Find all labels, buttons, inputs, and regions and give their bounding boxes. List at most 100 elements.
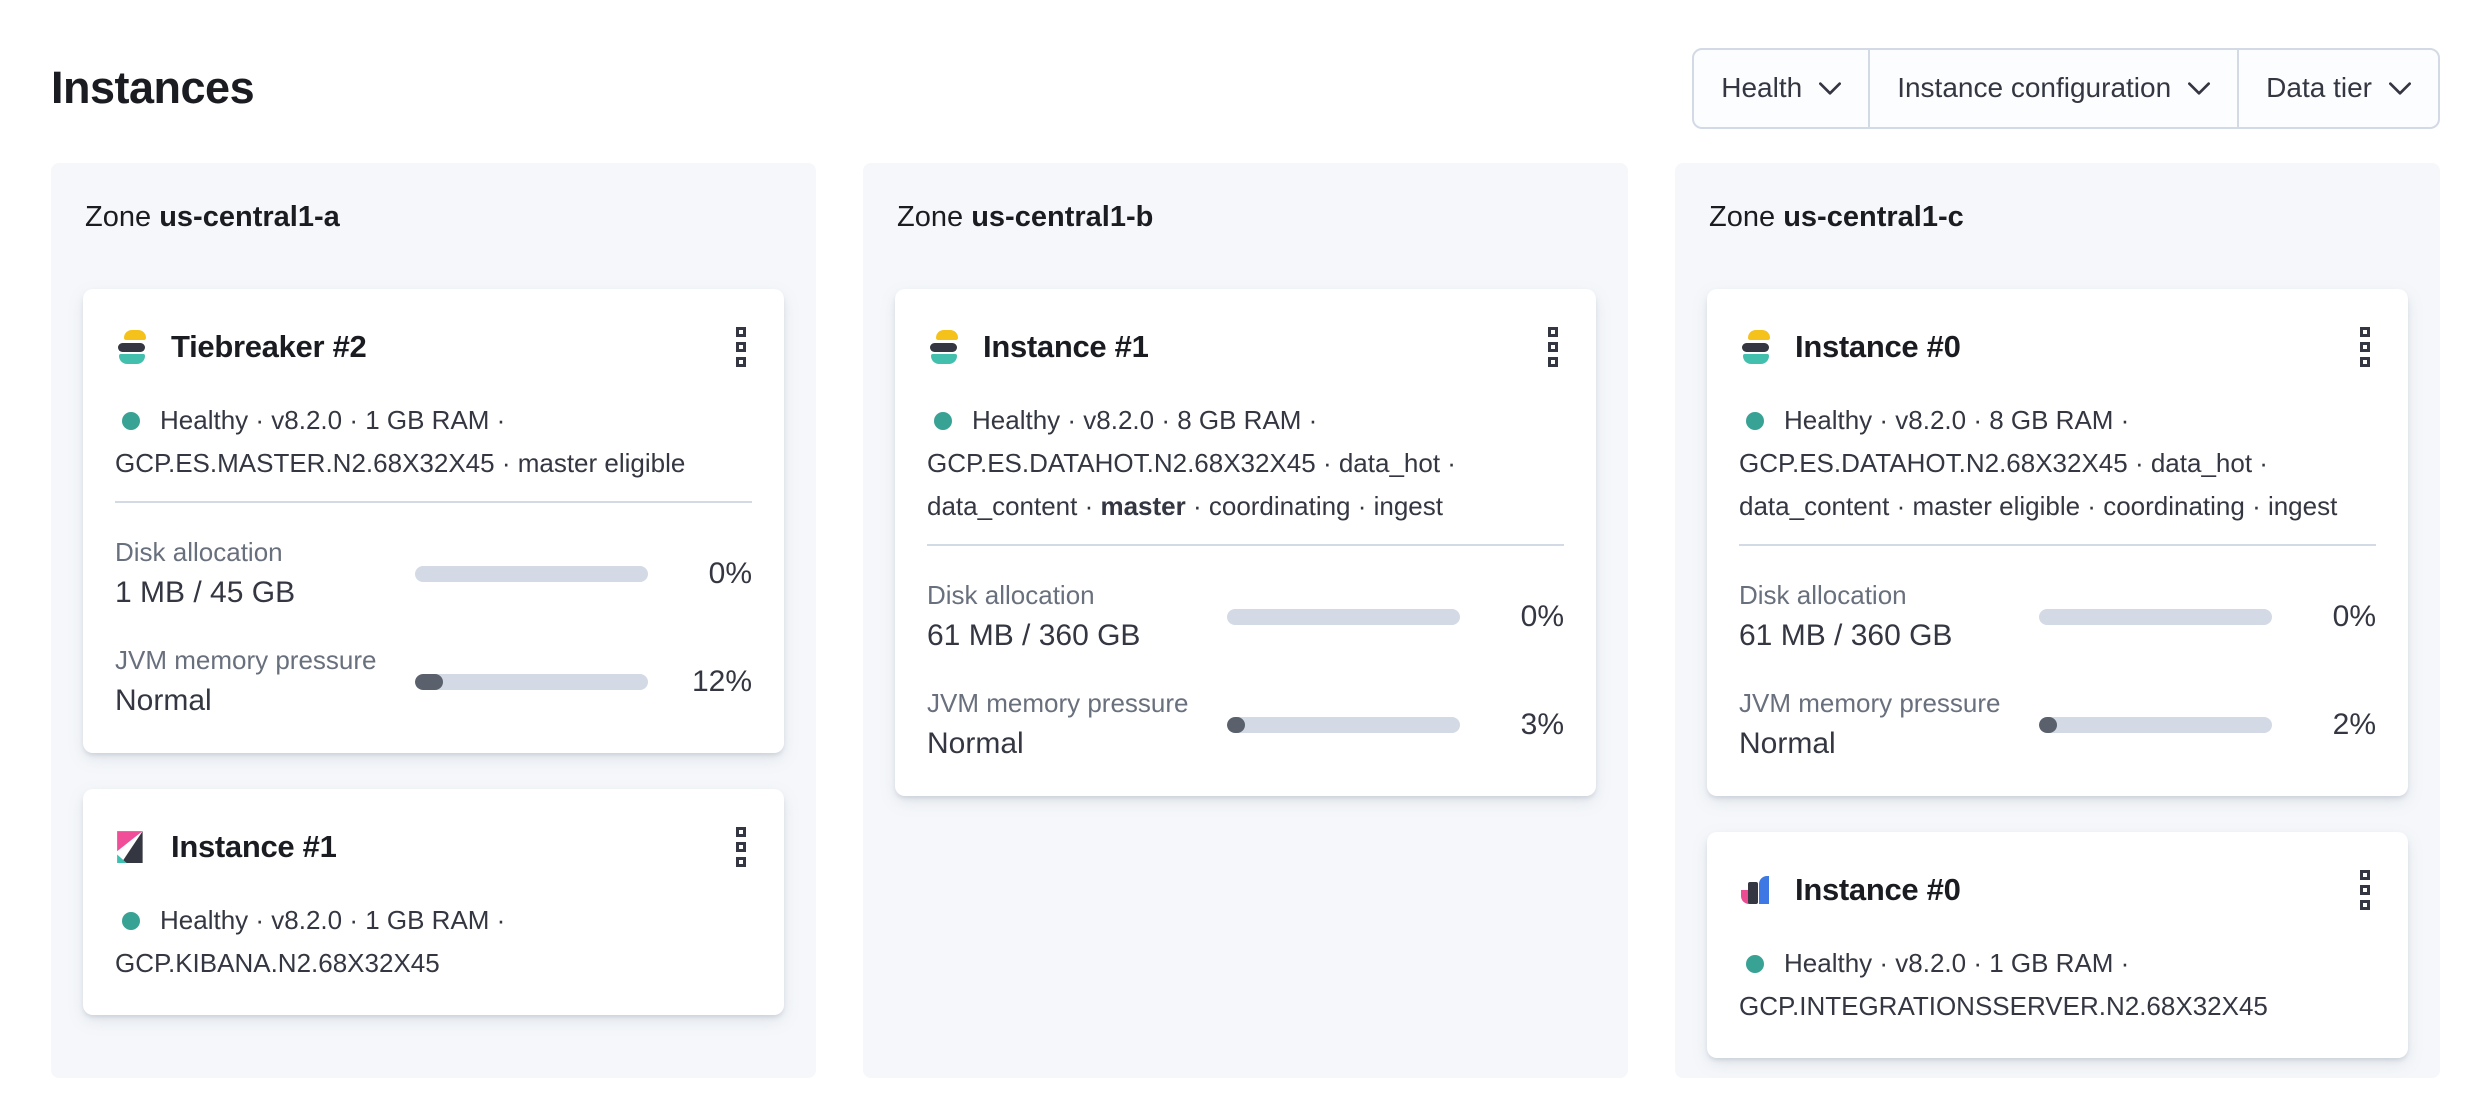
instance-metrics: Disk allocation 61 MB / 360 GB 0% JVM me… (1739, 576, 2376, 766)
instance-card-es-1: Instance #1 Healthy · v8.2.0 · 8 GB RAM … (895, 289, 1596, 796)
filter-button-label: Instance configuration (1897, 72, 2172, 103)
zone-name: us-central1-c (1783, 201, 1964, 233)
instance-status: Healthy · v8.2.0 · 1 GB RAM · GCP.ES.MAS… (115, 399, 752, 485)
jvm-pressure-bar (1227, 717, 1460, 733)
metric-label: JVM memory pressure (115, 645, 377, 675)
metric-label: Disk allocation (927, 580, 1095, 610)
status-line-text: Healthy · v8.2.0 · 1 GB RAM · (1784, 948, 2130, 978)
metric-percent: 0% (708, 557, 752, 590)
status-line-text: Healthy · v8.2.0 · 8 GB RAM · (972, 405, 1318, 435)
instance-title: Instance #0 (1795, 329, 1961, 364)
disk-allocation-row: Disk allocation 61 MB / 360 GB 0% (1739, 576, 2376, 658)
instance-actions-kebab-button[interactable] (730, 825, 752, 869)
instance-actions-kebab-button[interactable] (1542, 325, 1564, 369)
instance-title: Instance #1 (983, 329, 1149, 364)
filter-button-health[interactable]: Health (1694, 50, 1868, 127)
status-line-text: data_content · master · coordinating · i… (927, 491, 1443, 521)
zone-label-prefix: Zone (1709, 201, 1776, 233)
zone-panel-us-central1-c: Zone us-central1-c Instance #0 Healthy · … (1675, 163, 2440, 1078)
instance-status: Healthy · v8.2.0 · 8 GB RAM · GCP.ES.DAT… (927, 399, 1564, 528)
chevron-down-icon (2188, 81, 2211, 95)
instance-actions-kebab-button[interactable] (2354, 868, 2376, 912)
metric-value: Normal (1739, 727, 1836, 760)
kibana-logo-icon (115, 830, 149, 864)
divider (115, 501, 752, 503)
instance-metrics: Disk allocation 61 MB / 360 GB 0% JVM me… (927, 576, 1564, 766)
divider (927, 544, 1564, 546)
status-line-text: GCP.KIBANA.N2.68X32X45 (115, 948, 440, 978)
metric-percent: 12% (691, 665, 752, 698)
disk-usage-bar (415, 566, 648, 582)
instance-metrics: Disk allocation 1 MB / 45 GB 0% JVM memo… (115, 533, 752, 723)
metric-label: JVM memory pressure (927, 688, 1189, 718)
status-line-text: Healthy · v8.2.0 · 8 GB RAM · (1784, 405, 2130, 435)
instance-actions-kebab-button[interactable] (2354, 325, 2376, 369)
instance-status: Healthy · v8.2.0 · 1 GB RAM · GCP.INTEGR… (1739, 942, 2376, 1028)
metric-value: Normal (927, 727, 1024, 760)
zone-panel-us-central1-a: Zone us-central1-a Tiebreaker #2 Healthy … (51, 163, 816, 1078)
instance-card-es-0: Instance #0 Healthy · v8.2.0 · 8 GB RAM … (1707, 289, 2408, 796)
filter-button-data-tier[interactable]: Data tier (2237, 49, 2438, 127)
zones-container: Zone us-central1-a Tiebreaker #2 Healthy … (51, 163, 2440, 1078)
chevron-down-icon (1819, 81, 1842, 95)
health-status-dot-icon (934, 411, 952, 430)
zone-panel-us-central1-b: Zone us-central1-b Instance #1 Healthy · … (863, 163, 1628, 1078)
disk-allocation-row: Disk allocation 61 MB / 360 GB 0% (927, 576, 1564, 658)
instance-title: Tiebreaker #2 (171, 329, 367, 364)
filter-bar: Health Instance configuration Data tier (1692, 47, 2440, 129)
jvm-pressure-bar (2039, 717, 2272, 733)
card-header: Instance #0 (1739, 325, 2376, 369)
jvm-memory-pressure-row: JVM memory pressure Normal 12% (115, 641, 752, 723)
jvm-pressure-bar (415, 674, 648, 690)
instance-card-integrations-server-0: Instance #0 Healthy · v8.2.0 · 1 GB RAM … (1707, 832, 2408, 1058)
zone-label-prefix: Zone (897, 201, 964, 233)
disk-usage-bar (2039, 609, 2272, 625)
instance-title: Instance #1 (171, 829, 337, 864)
status-line-text: GCP.ES.DATAHOT.N2.68X32X45 · data_hot · (927, 448, 1456, 478)
metric-percent: 0% (1520, 600, 1564, 633)
divider (1739, 544, 2376, 546)
instance-status: Healthy · v8.2.0 · 1 GB RAM · GCP.KIBANA… (115, 899, 752, 985)
health-status-dot-icon (1746, 411, 1764, 430)
instance-actions-kebab-button[interactable] (730, 325, 752, 369)
filter-button-label: Data tier (2266, 72, 2372, 103)
jvm-memory-pressure-row: JVM memory pressure Normal 2% (1739, 684, 2376, 766)
disk-allocation-row: Disk allocation 1 MB / 45 GB 0% (115, 533, 752, 615)
metric-value: 61 MB / 360 GB (927, 619, 1141, 652)
health-status-dot-icon (122, 411, 140, 430)
card-header: Instance #1 (115, 825, 752, 869)
metric-label: Disk allocation (1739, 580, 1907, 610)
filter-button-label: Health (1721, 72, 1803, 103)
metric-value: Normal (115, 684, 212, 717)
status-line-text: GCP.INTEGRATIONSSERVER.N2.68X32X45 (1739, 991, 2268, 1021)
instance-card-kibana-1: Instance #1 Healthy · v8.2.0 · 1 GB RAM … (83, 789, 784, 1015)
metric-label: Disk allocation (115, 537, 283, 567)
card-header: Instance #0 (1739, 868, 2376, 912)
status-line-text: data_content · master eligible · coordin… (1739, 491, 2338, 521)
zone-label: Zone us-central1-a (85, 195, 784, 239)
metric-label: JVM memory pressure (1739, 688, 2001, 718)
status-line-text: GCP.ES.MASTER.N2.68X32X45 · master eligi… (115, 448, 686, 478)
zone-label-prefix: Zone (85, 201, 152, 233)
filter-button-instance-configuration[interactable]: Instance configuration (1868, 49, 2237, 127)
zone-label: Zone us-central1-b (897, 195, 1596, 239)
instance-card-tiebreaker-2: Tiebreaker #2 Healthy · v8.2.0 · 1 GB RA… (83, 289, 784, 753)
chevron-down-icon (2389, 81, 2411, 95)
jvm-memory-pressure-row: JVM memory pressure Normal 3% (927, 684, 1564, 766)
zone-name: us-central1-a (159, 201, 340, 233)
health-status-dot-icon (122, 911, 140, 930)
card-header: Instance #1 (927, 325, 1564, 369)
elasticsearch-logo-icon (927, 330, 961, 364)
status-line-text: Healthy · v8.2.0 · 1 GB RAM · (160, 405, 506, 435)
instance-title: Instance #0 (1795, 872, 1961, 907)
elasticsearch-logo-icon (1739, 330, 1773, 364)
instance-status: Healthy · v8.2.0 · 8 GB RAM · GCP.ES.DAT… (1739, 399, 2376, 528)
metric-value: 61 MB / 360 GB (1739, 619, 1953, 652)
status-line-text: GCP.ES.DATAHOT.N2.68X32X45 · data_hot · (1739, 448, 2268, 478)
integrations-server-logo-icon (1739, 873, 1773, 907)
health-status-dot-icon (1746, 954, 1764, 973)
status-line-text: Healthy · v8.2.0 · 1 GB RAM · (160, 905, 506, 935)
elasticsearch-logo-icon (115, 330, 149, 364)
metric-percent: 2% (2332, 708, 2376, 741)
